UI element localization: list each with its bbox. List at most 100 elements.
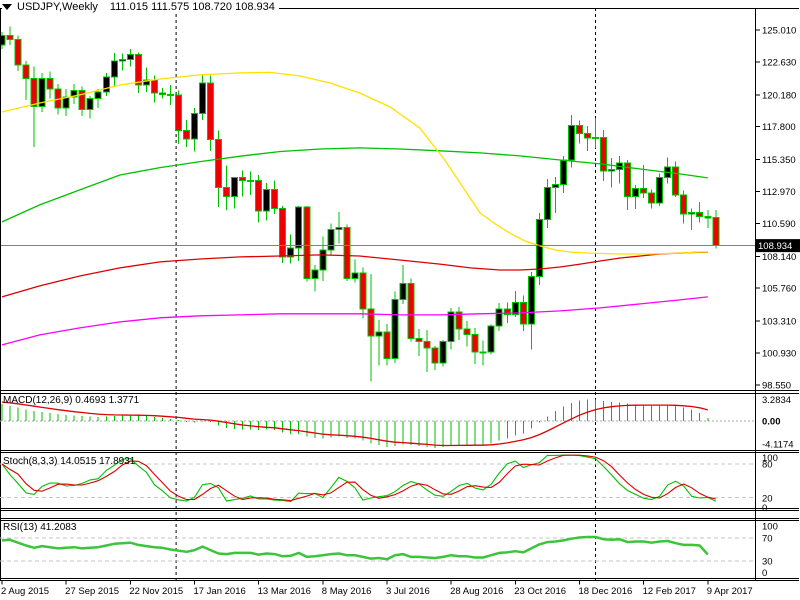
bull-candle (447, 311, 455, 342)
axis-label: 115.350 (762, 155, 796, 166)
year-separator-lines (175, 8, 596, 580)
bear-candle (239, 177, 247, 181)
bull-candle (656, 177, 664, 204)
bear-candle (575, 124, 583, 134)
axis-label: 103.310 (762, 317, 796, 328)
bear-candle (303, 206, 311, 279)
bull-candle (399, 283, 407, 301)
date-label: 2 Aug 2015 (1, 586, 49, 597)
bear-candle (704, 216, 712, 219)
date-label: 23 Oct 2016 (514, 586, 566, 597)
date-label: 28 Aug 2016 (450, 586, 503, 597)
bull-candle (0, 34, 6, 46)
time-axis[interactable]: 2 Aug 2015 27 Sep 2015 22 Nov 2015 17 Jan 2… (1, 580, 753, 598)
bull-candle (439, 340, 447, 364)
macd-panel (1, 399, 709, 448)
bear-candle (600, 136, 607, 172)
symbol-dropdown-icon[interactable] (2, 4, 12, 10)
bear-candle (423, 340, 431, 349)
date-label: 22 Nov 2015 (129, 586, 183, 597)
bull-candle (102, 76, 110, 93)
bear-candle (359, 272, 367, 310)
rsi-line (1, 535, 709, 561)
bull-candle (351, 272, 359, 279)
ma-red-line (1, 251, 708, 298)
bull-candle (535, 218, 543, 277)
bull-candle (126, 53, 134, 61)
bear-candle (407, 283, 415, 340)
current-price-tag-text: 108.934 (758, 241, 792, 252)
bull-candle (335, 226, 343, 230)
bull-candle (118, 59, 126, 62)
symbol-timeframe-label: USDJPY,Weekly (17, 1, 98, 13)
bear-candle (367, 308, 375, 337)
bear-candle (174, 94, 182, 132)
bear-candle (680, 194, 688, 215)
bear-candle (182, 130, 190, 140)
chart-title-bar: USDJPY,Weekly 111.015 111.575 108.720 108… (2, 1, 279, 15)
bull-candle (70, 89, 78, 98)
date-label: 12 Feb 2017 (643, 586, 696, 597)
bull-candle (327, 228, 335, 251)
axis-label: 30 (762, 557, 773, 568)
stoch-d-line (1, 454, 716, 502)
rsi-panel (1, 535, 709, 561)
date-label: 27 Sep 2015 (65, 586, 119, 597)
bear-candle (712, 217, 720, 247)
bull-candle (319, 249, 327, 271)
macd-indicator-label: MACD(12,26,9) 0.4693 1.3771 (3, 395, 140, 406)
bear-candle (207, 82, 215, 140)
bear-candle (648, 192, 656, 204)
axis-label: 100 (762, 522, 778, 533)
moving-averages-layer (1, 71, 708, 346)
bear-candle (503, 308, 511, 315)
bear-candle (640, 187, 648, 194)
date-label: 13 Mar 2016 (258, 586, 311, 597)
bull-candle (86, 98, 94, 110)
axis-label: 20 (762, 494, 773, 505)
bear-candle (696, 212, 704, 218)
bear-candle (46, 77, 54, 90)
axis-label: 100 (762, 453, 778, 464)
bear-candle (471, 334, 479, 353)
bull-candle (608, 169, 616, 172)
bull-candle (591, 136, 599, 140)
macd-signal-line (1, 401, 708, 447)
bear-candle (158, 92, 166, 96)
bear-candle (6, 34, 14, 41)
stoch-indicator-label: Stoch(8,3,3) 14.0515 17.8931 (3, 456, 136, 467)
axis-label: 70 (762, 534, 773, 545)
bear-candle (215, 138, 223, 189)
ma-green-line (1, 147, 708, 223)
axis-label: 120.180 (762, 90, 796, 101)
bear-candle (583, 132, 591, 139)
bear-candle (463, 328, 471, 336)
date-label: 17 Jan 2016 (193, 586, 245, 597)
date-label: 9 Apr 2017 (707, 586, 753, 597)
bull-candle (247, 179, 255, 183)
axis-label: 125.010 (762, 26, 796, 37)
price-axis[interactable]: 125.010 122.630 120.180 117.800 115.350 112.9… (755, 26, 800, 580)
date-label: 3 Jul 2016 (386, 586, 430, 597)
bull-candle (295, 206, 303, 249)
bear-candle (78, 89, 86, 110)
bull-candle (688, 212, 696, 215)
bear-candle (672, 166, 680, 196)
bull-candle (559, 159, 567, 185)
axis-label: 117.800 (762, 122, 796, 133)
rsi-indicator-label: RSI(13) 41.2083 (3, 522, 77, 533)
bear-candle (624, 162, 632, 197)
bear-candle (415, 338, 423, 342)
bull-candle (511, 301, 519, 315)
bear-candle (30, 77, 38, 108)
bear-candle (279, 208, 287, 258)
axis-label: 3.2834 (762, 395, 791, 406)
bull-candle (190, 112, 198, 140)
stoch-k-line (1, 454, 717, 503)
bull-candle (487, 325, 495, 353)
date-label: 8 May 2016 (322, 586, 372, 597)
axis-label: 108.140 (762, 252, 796, 263)
bear-candle (431, 347, 439, 364)
